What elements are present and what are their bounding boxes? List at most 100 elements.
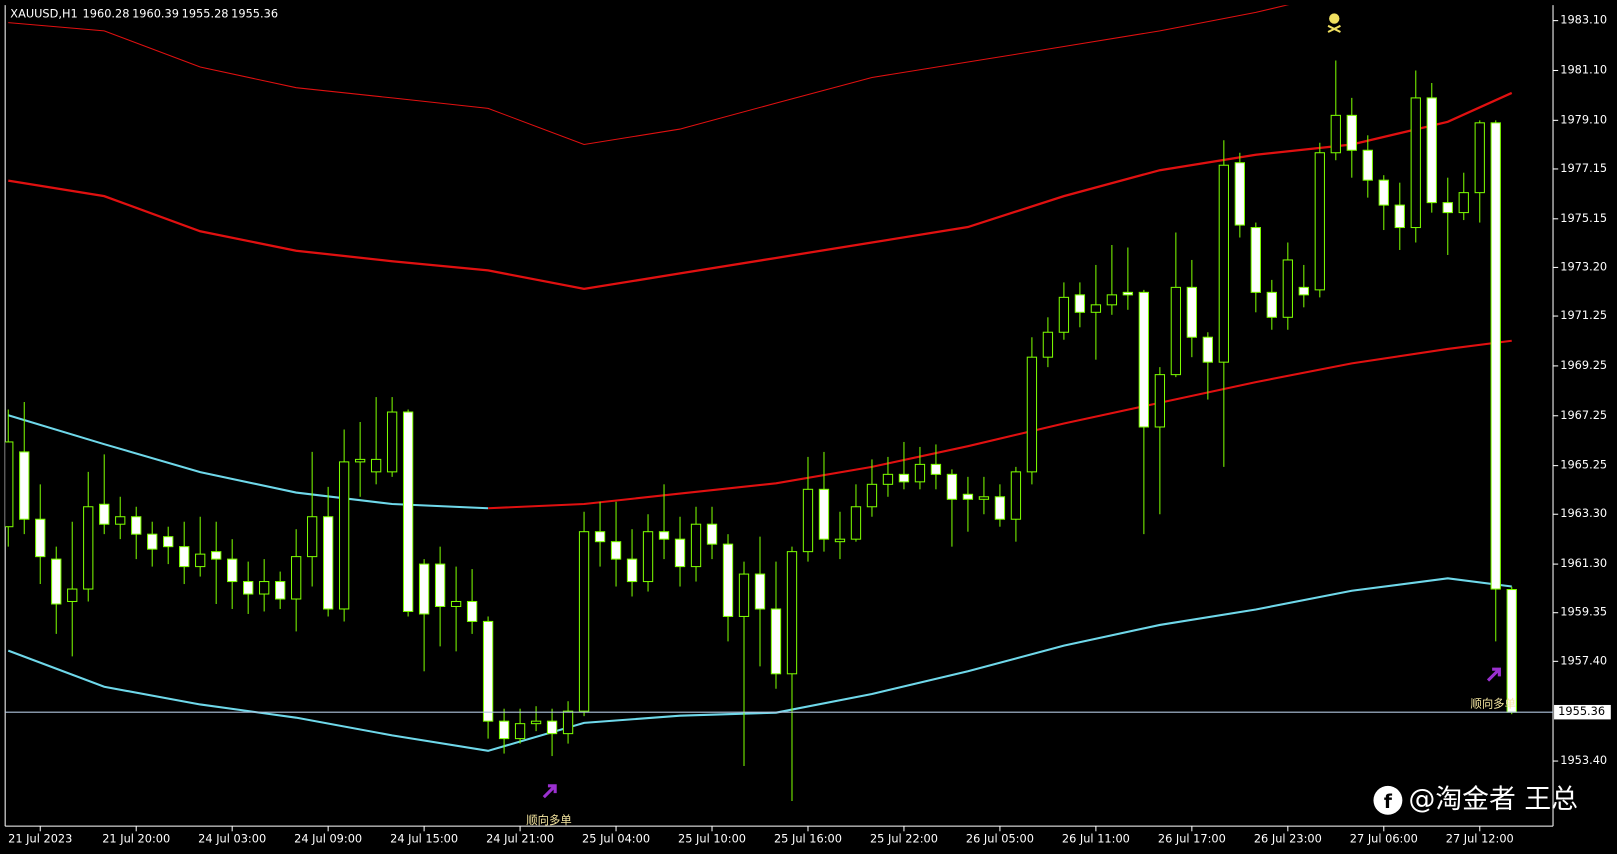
candle-body [259, 581, 270, 595]
candle-body [514, 723, 526, 740]
candle-body [243, 581, 254, 595]
watermark: @淘金者 王总 [1409, 784, 1578, 815]
x-tick-label: 25 Jul 22:00 [870, 832, 938, 846]
candle-body [994, 496, 1006, 520]
candle-body [770, 608, 782, 675]
candle-body [578, 531, 590, 712]
x-tick-label: 26 Jul 17:00 [1158, 832, 1226, 846]
candle-body [418, 563, 430, 615]
candle-body [5, 441, 14, 528]
candle-body [1042, 331, 1054, 358]
candle-body [802, 488, 814, 553]
header-open: 1960.28 [83, 6, 130, 20]
candle-body [402, 411, 414, 612]
x-tick-label: 25 Jul 10:00 [678, 832, 746, 846]
candle-body [450, 600, 462, 607]
x-tick-label: 24 Jul 03:00 [198, 832, 266, 846]
candle-body [658, 531, 670, 540]
x-tick-label: 25 Jul 16:00 [774, 832, 842, 846]
candle-body [1362, 149, 1373, 181]
candle-body [1346, 114, 1357, 151]
candle-body [754, 573, 766, 610]
candle-body [322, 516, 334, 610]
current-price-box [1554, 704, 1611, 720]
candle-body [482, 620, 494, 722]
candle-body [1282, 259, 1293, 318]
candle-body [690, 523, 702, 568]
y-tick-label: 1973.20 [1560, 259, 1607, 273]
svg-text:f: f [1384, 792, 1393, 813]
candle-body [1410, 97, 1421, 229]
candle-body [674, 538, 686, 568]
candle-body [610, 541, 622, 560]
candle-body [195, 553, 206, 568]
candle-body [386, 411, 398, 473]
x-tick-label: 26 Jul 23:00 [1254, 832, 1322, 846]
candle-body [1234, 162, 1245, 226]
candle-body [338, 461, 350, 610]
y-tick-label: 1979.10 [1560, 112, 1607, 126]
candle-body [1426, 97, 1437, 204]
candle-body [434, 563, 446, 607]
candle-body [498, 720, 510, 740]
candle-body [227, 558, 238, 583]
candle-body [179, 546, 190, 568]
candle-body [946, 473, 958, 500]
candle-body [882, 473, 894, 485]
candle-body [562, 710, 574, 735]
y-tick-label: 1975.15 [1560, 211, 1607, 225]
candle-body [354, 458, 366, 463]
candle-body [1490, 122, 1501, 590]
candle-body [163, 536, 174, 548]
candle-body [1138, 291, 1150, 428]
header-high: 1960.39 [132, 6, 179, 20]
x-tick-label: 24 Jul 21:00 [486, 832, 554, 846]
candle-body [1250, 227, 1261, 293]
x-tick-label: 27 Jul 06:00 [1350, 832, 1418, 846]
x-tick-label: 21 Jul 20:00 [102, 832, 170, 846]
candle-body [786, 551, 798, 675]
header-low: 1955.28 [182, 6, 229, 20]
candle-body [131, 516, 142, 535]
candle-body [1090, 304, 1102, 313]
candle-body [850, 506, 862, 540]
candle-body [67, 588, 78, 603]
y-tick-label: 1981.10 [1560, 62, 1607, 76]
skull-icon [1327, 13, 1341, 33]
candle-body [147, 533, 158, 550]
candle-body [1458, 192, 1469, 214]
candle-body [370, 458, 382, 473]
candle-body [1266, 291, 1277, 318]
candle-body [1330, 114, 1341, 154]
candle-body [706, 523, 718, 545]
buy-arrow [542, 784, 557, 799]
candle-body [1186, 286, 1198, 338]
x-tick-label: 27 Jul 12:00 [1446, 832, 1514, 846]
candle-body [99, 503, 110, 525]
x-tick-label: 21 Jul 2023 [8, 832, 72, 846]
candle-body [1218, 164, 1230, 363]
candle-body [306, 516, 318, 558]
candle-body [1106, 294, 1118, 306]
candle-body [83, 506, 94, 590]
buy-arrow [1486, 667, 1501, 682]
candle-body [866, 483, 878, 508]
candle-body [642, 531, 654, 583]
y-tick-label: 1961.30 [1560, 556, 1607, 570]
candle-body [19, 451, 30, 520]
candle-body [818, 488, 830, 540]
candle-body [626, 558, 638, 583]
candle-body [1170, 286, 1182, 376]
candle-body [1314, 152, 1325, 291]
candle-body [1506, 589, 1517, 713]
y-tick-label: 1971.25 [1560, 308, 1607, 322]
current-price-label: 1955.36 [1558, 704, 1605, 718]
candle-body [978, 496, 990, 500]
candle-body [914, 463, 926, 483]
candle-body [1010, 471, 1022, 520]
candle-body [1122, 291, 1134, 296]
candle-body [1154, 374, 1166, 428]
x-tick-label: 26 Jul 05:00 [966, 832, 1034, 846]
y-tick-label: 1963.30 [1560, 506, 1607, 520]
